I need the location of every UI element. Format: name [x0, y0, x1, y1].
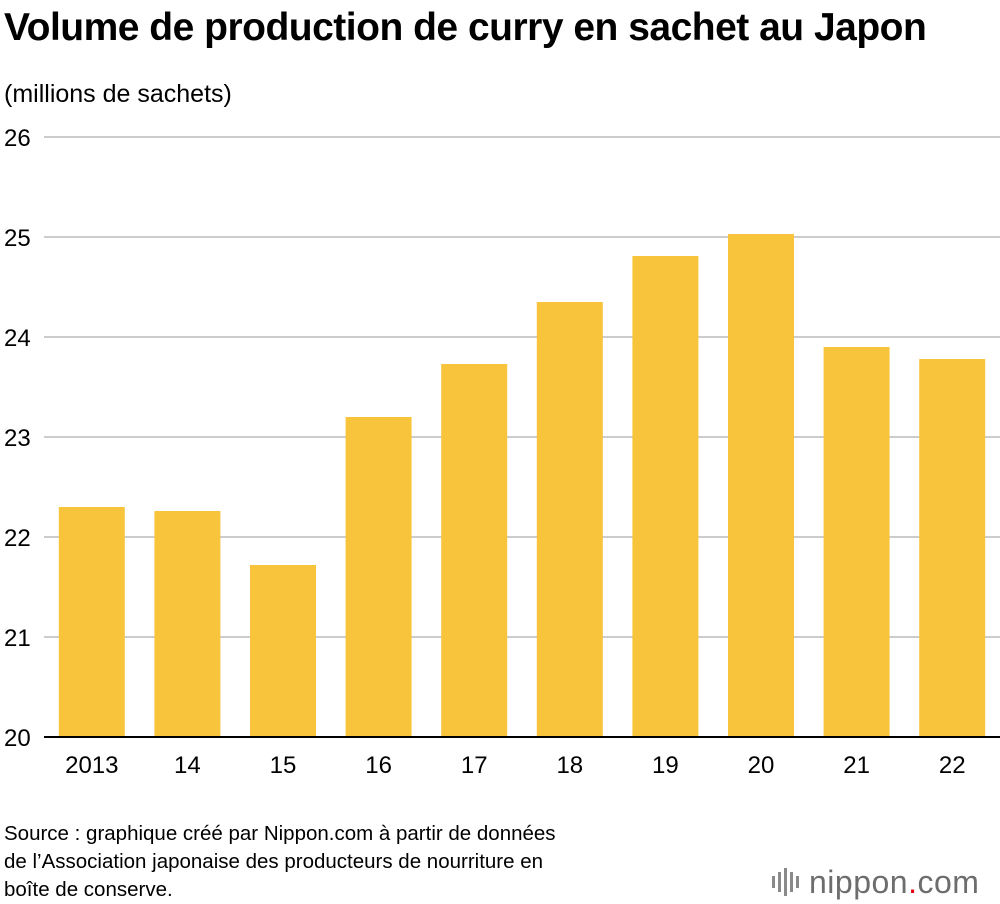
source-line-1: Source : graphique créé par Nippon.com à…: [4, 822, 556, 845]
x-tick-label: 20: [748, 752, 775, 779]
source-line-2: de l’Association japonaise des producteu…: [4, 850, 544, 873]
y-tick-label: 21: [4, 625, 31, 652]
logo-name: nippon: [809, 863, 909, 900]
logo-dot: .: [908, 863, 918, 900]
bar: [536, 302, 603, 737]
y-tick-label: 23: [4, 425, 31, 452]
bar: [632, 256, 699, 737]
x-tick-label: 18: [556, 752, 583, 779]
chart-title: Volume de production de curry en sachet …: [4, 6, 927, 49]
y-tick-label: 24: [4, 325, 31, 352]
bar-chart: 20 21 22 23 24 25 26 2013 14 15 16 17 18 19 20 21 22: [4, 125, 1000, 779]
source-line-3: boîte de conserve.: [4, 878, 173, 901]
bar: [441, 364, 508, 737]
source-note: Source : graphique créé par Nippon.com à…: [4, 820, 704, 904]
bar: [58, 507, 125, 737]
bar: [728, 234, 794, 737]
nippon-logo: nippon.com: [772, 864, 998, 900]
bar: [345, 417, 412, 737]
bar: [154, 511, 221, 737]
logo-wordmark: nippon.com: [809, 864, 979, 901]
y-axis-unit-label: (millions de sachets): [4, 80, 232, 108]
y-tick-label: 25: [4, 225, 31, 252]
y-tick-label: 26: [4, 125, 31, 152]
x-tick-label: 15: [270, 752, 297, 779]
nippon-bars-icon: [772, 868, 799, 896]
x-tick-label: 16: [365, 752, 392, 779]
bar: [823, 347, 890, 737]
x-tick-label: 17: [461, 752, 488, 779]
x-tick-label: 21: [843, 752, 870, 779]
x-tick-label: 14: [174, 752, 201, 779]
bar: [250, 565, 316, 737]
x-tick-label: 22: [939, 752, 966, 779]
x-tick-label: 2013: [65, 752, 118, 779]
y-tick-label: 20: [4, 725, 31, 752]
x-tick-label: 19: [652, 752, 679, 779]
y-tick-label: 22: [4, 525, 31, 552]
bar: [919, 359, 986, 737]
logo-suffix: com: [917, 863, 980, 900]
